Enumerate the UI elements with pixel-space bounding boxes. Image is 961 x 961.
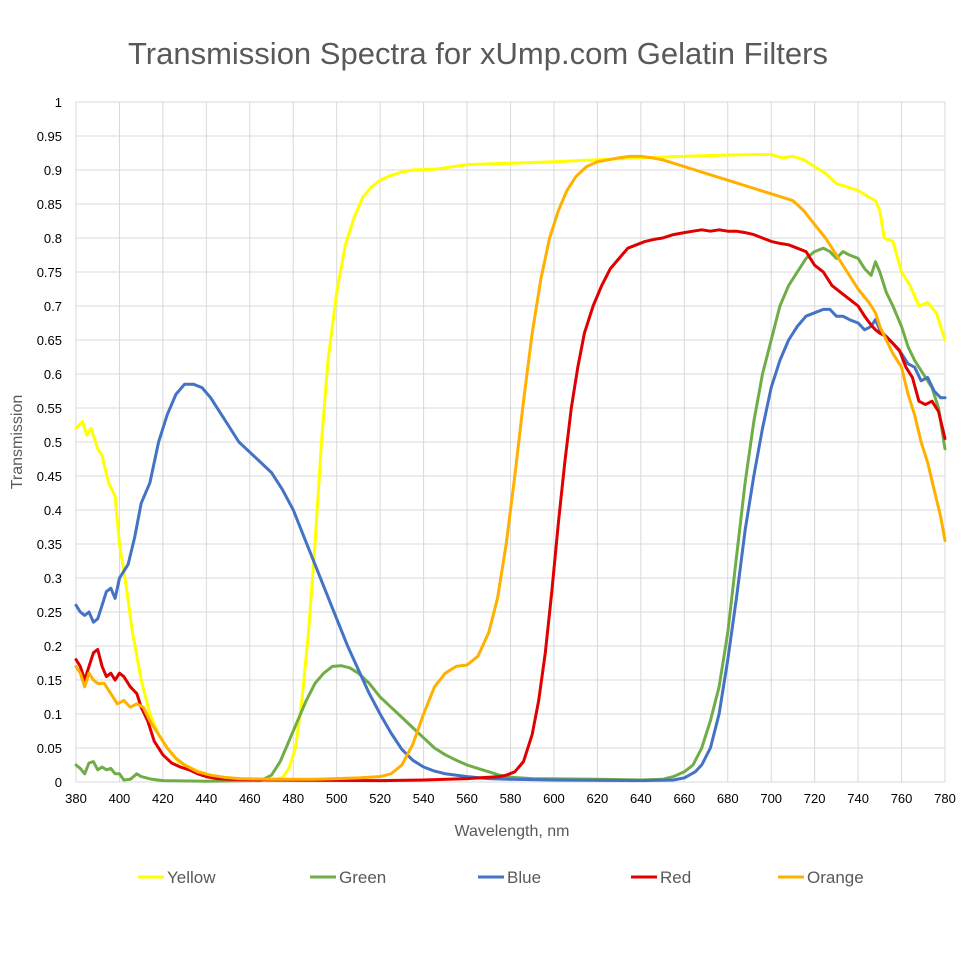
x-tick-label: 400 — [109, 791, 131, 806]
y-tick-label: 0.25 — [37, 605, 62, 620]
x-tick-label: 620 — [587, 791, 609, 806]
x-axis-ticks: 380 400 420 440 460 480 500 520 540 560 580 600 620 6… — [65, 791, 956, 806]
chart-title: Transmission Spectra for xUmp.com Gelati… — [128, 36, 828, 71]
x-tick-label: 780 — [934, 791, 956, 806]
y-axis-label: Transmission — [9, 395, 26, 490]
y-tick-label: 0.45 — [37, 469, 62, 484]
series-line-blue — [74, 307, 947, 783]
legend-label-yellow: Yellow — [167, 868, 216, 887]
series-line-green — [74, 246, 947, 783]
y-tick-label: 0.7 — [44, 299, 62, 314]
series-lines — [74, 152, 947, 783]
y-tick-label: 1 — [55, 95, 62, 110]
y-tick-label: 0.75 — [37, 265, 62, 280]
y-tick-label: 0.2 — [44, 639, 62, 654]
x-tick-label: 420 — [152, 791, 174, 806]
x-tick-label: 460 — [239, 791, 261, 806]
x-tick-label: 660 — [673, 791, 695, 806]
x-tick-label: 600 — [543, 791, 565, 806]
y-tick-label: 0.3 — [44, 571, 62, 586]
x-tick-label: 580 — [500, 791, 522, 806]
y-tick-label: 0.05 — [37, 741, 62, 756]
y-tick-label: 0.4 — [44, 503, 62, 518]
y-tick-label: 0.1 — [44, 707, 62, 722]
x-tick-label: 540 — [413, 791, 435, 806]
y-tick-label: 0.95 — [37, 129, 62, 144]
x-tick-label: 380 — [65, 791, 87, 806]
y-tick-label: 0 — [55, 775, 62, 790]
x-tick-label: 680 — [717, 791, 739, 806]
y-tick-label: 0.5 — [44, 435, 62, 450]
y-tick-label: 0.85 — [37, 197, 62, 212]
legend-label-green: Green — [339, 868, 386, 887]
y-tick-label: 0.35 — [37, 537, 62, 552]
y-tick-label: 0.8 — [44, 231, 62, 246]
series-line-yellow — [74, 152, 947, 781]
legend-label-orange: Orange — [807, 868, 864, 887]
x-axis-label: Wavelength, nm — [454, 823, 569, 840]
x-tick-label: 720 — [804, 791, 826, 806]
y-tick-label: 0.6 — [44, 367, 62, 382]
x-tick-label: 640 — [630, 791, 652, 806]
y-tick-label: 0.15 — [37, 673, 62, 688]
x-tick-label: 700 — [760, 791, 782, 806]
x-tick-label: 560 — [456, 791, 478, 806]
legend-label-red: Red — [660, 868, 691, 887]
y-tick-label: 0.65 — [37, 333, 62, 348]
x-tick-label: 520 — [369, 791, 391, 806]
series-line-orange — [74, 154, 947, 781]
x-tick-label: 480 — [282, 791, 304, 806]
gridlines — [75, 101, 946, 783]
x-tick-label: 440 — [195, 791, 217, 806]
legend: Yellow Green Blue Red Orange — [138, 868, 864, 887]
x-tick-label: 500 — [326, 791, 348, 806]
series-line-red — [74, 228, 947, 783]
y-axis-ticks: 0 0.05 0.1 0.15 0.2 0.25 0.3 0.35 0.4 0.45 0.5 0.55… — [37, 95, 62, 790]
x-tick-label: 740 — [847, 791, 869, 806]
legend-label-blue: Blue — [507, 868, 541, 887]
y-tick-label: 0.55 — [37, 401, 62, 416]
x-tick-label: 760 — [891, 791, 913, 806]
y-tick-label: 0.9 — [44, 163, 62, 178]
